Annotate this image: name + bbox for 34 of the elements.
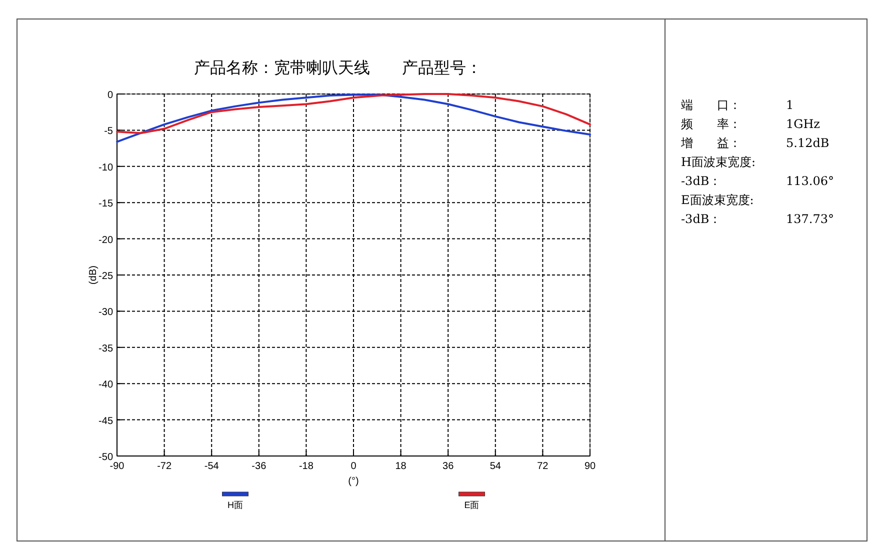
text: E面波束宽度: [681, 193, 754, 207]
x-tick-label: 18 [395, 461, 407, 472]
y-tick-label: -25 [98, 271, 114, 282]
y-tick-label: -10 [98, 162, 114, 174]
y-tick-label: -30 [98, 307, 114, 318]
y-tick-label: -5 [104, 126, 114, 138]
x-tick-label: -54 [204, 461, 220, 472]
y-tick-label: -35 [98, 343, 114, 354]
y-tick-label: -45 [98, 416, 114, 427]
y-axis-title: (dB) [88, 266, 99, 284]
chart-title: 产品名称：宽带喇叭天线 产品型号： [194, 58, 482, 77]
text: 端 口： 1 [681, 98, 794, 112]
x-tick-label: -18 [298, 461, 314, 472]
text: -3dB： 113.06° [681, 174, 834, 188]
x-tick-label: -36 [252, 461, 267, 472]
y-tick-label: -20 [98, 234, 114, 246]
legend-label: E面 [464, 500, 480, 510]
x-tick-label: 54 [490, 461, 502, 472]
legend-label: H面 [228, 500, 243, 510]
x-tick-label: 0 [350, 461, 357, 472]
text: -3dB： 137.73° [681, 212, 834, 226]
y-tick-label: -50 [98, 452, 114, 463]
y-tick-label: -15 [98, 198, 114, 210]
x-tick-label: -72 [157, 461, 172, 472]
text: 增 益： 5.12dB [681, 136, 830, 150]
x-tick-label: 36 [442, 461, 454, 472]
y-tick-label: -40 [98, 380, 114, 391]
x-axis-title: (°) [348, 476, 359, 487]
x-tick-label: 90 [584, 461, 596, 472]
text: H面波束宽度: [681, 155, 756, 169]
x-tick-label: -90 [110, 461, 125, 472]
text: 频 率： 1GHz [681, 117, 820, 131]
y-tick-label: 0 [107, 90, 114, 101]
x-tick-label: 72 [537, 461, 549, 472]
